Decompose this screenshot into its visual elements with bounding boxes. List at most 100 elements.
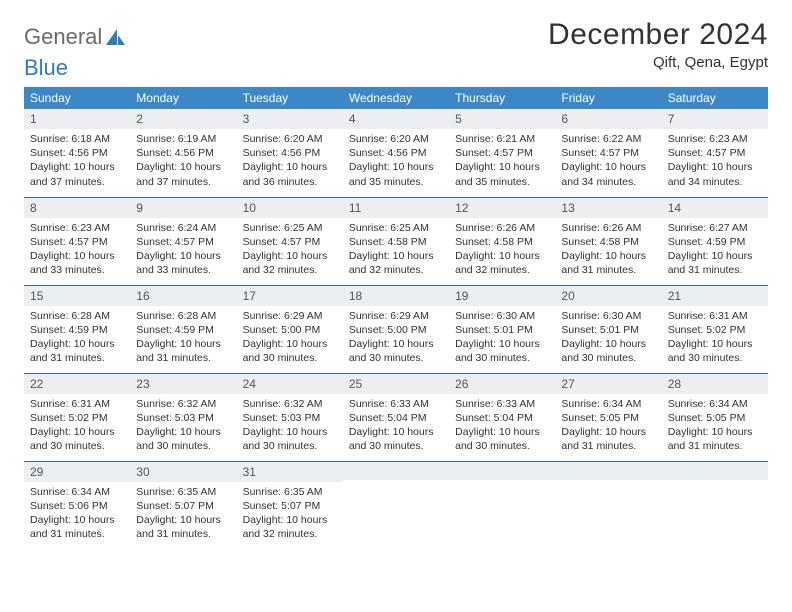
day-number: 22 bbox=[24, 374, 130, 394]
calendar-day-cell: 31Sunrise: 6:35 AMSunset: 5:07 PMDayligh… bbox=[237, 461, 343, 549]
sunset-line: Sunset: 4:59 PM bbox=[136, 324, 214, 336]
day-number: 10 bbox=[237, 198, 343, 218]
calendar-week-row: 15 Sunrise: 6:28 AM Sunset: 4:59 PM Dayligh… bbox=[24, 285, 768, 373]
calendar-table: Sunday Monday Tuesday Wednesday Thursday… bbox=[24, 87, 768, 549]
day-number: 17 bbox=[237, 286, 343, 306]
calendar-day-cell: 5Sunrise: 6:21 AMSunset: 4:57 PMDaylight… bbox=[449, 109, 555, 197]
calendar-day-cell: 30Sunrise: 6:35 AMSunset: 5:07 PMDayligh… bbox=[130, 461, 236, 549]
sunrise-line: Sunrise: 6:21 AM bbox=[455, 133, 535, 145]
day-number: 4 bbox=[343, 109, 449, 129]
day-number: 25 bbox=[343, 374, 449, 394]
sunrise-line: Sunrise: 6:23 AM bbox=[30, 222, 110, 234]
sunrise-line: Sunrise: 6:20 AM bbox=[349, 133, 429, 145]
calendar-day-cell: 23Sunrise: 6:32 AMSunset: 5:03 PMDayligh… bbox=[130, 373, 236, 461]
logo-sail-icon bbox=[105, 28, 127, 46]
weekday-header-row: Sunday Monday Tuesday Wednesday Thursday… bbox=[24, 87, 768, 109]
calendar-day-cell: 25Sunrise: 6:33 AMSunset: 5:04 PMDayligh… bbox=[343, 373, 449, 461]
sunset-line: Sunset: 4:57 PM bbox=[455, 147, 533, 159]
day-body: Sunrise: 6:35 AMSunset: 5:07 PMDaylight:… bbox=[130, 482, 236, 548]
sunrise-line: Sunrise: 6:19 AM bbox=[136, 133, 216, 145]
calendar-day-cell: 11Sunrise: 6:25 AMSunset: 4:58 PMDayligh… bbox=[343, 197, 449, 285]
sunrise-line: Sunrise: 6:29 AM bbox=[243, 310, 323, 322]
sunset-line: Sunset: 5:07 PM bbox=[243, 500, 321, 512]
daylight-line: Daylight: 10 hours and 30 minutes. bbox=[349, 338, 434, 364]
day-body: Sunrise: 6:23 AMSunset: 4:57 PMDaylight:… bbox=[662, 129, 768, 195]
calendar-week-row: 1Sunrise: 6:18 AMSunset: 4:56 PMDaylight… bbox=[24, 109, 768, 197]
calendar-day-cell: 12Sunrise: 6:26 AMSunset: 4:58 PMDayligh… bbox=[449, 197, 555, 285]
daylight-line: Daylight: 10 hours and 30 minutes. bbox=[455, 426, 540, 452]
day-body: Sunrise: 6:24 AMSunset: 4:57 PMDaylight:… bbox=[130, 218, 236, 284]
calendar-day-cell: 21Sunrise: 6:31 AMSunset: 5:02 PMDayligh… bbox=[662, 285, 768, 373]
calendar-day-cell: 2Sunrise: 6:19 AMSunset: 4:56 PMDaylight… bbox=[130, 109, 236, 197]
day-number: 31 bbox=[237, 462, 343, 482]
sunset-line: Sunset: 5:05 PM bbox=[561, 412, 639, 424]
day-number: 27 bbox=[555, 374, 661, 394]
daylight-line: Daylight: 10 hours and 35 minutes. bbox=[349, 161, 434, 187]
day-number: 28 bbox=[662, 374, 768, 394]
day-body: Sunrise: 6:20 AMSunset: 4:56 PMDaylight:… bbox=[237, 129, 343, 195]
day-number: 26 bbox=[449, 374, 555, 394]
sunset-line: Sunset: 5:00 PM bbox=[243, 324, 321, 336]
daylight-line: Daylight: 10 hours and 31 minutes. bbox=[561, 250, 646, 276]
day-body: Sunrise: 6:19 AMSunset: 4:56 PMDaylight:… bbox=[130, 129, 236, 195]
day-body: Sunrise: 6:34 AMSunset: 5:05 PMDaylight:… bbox=[555, 394, 661, 460]
day-body: Sunrise: 6:20 AM Sunset: 4:56 PM Daylight:… bbox=[343, 129, 449, 195]
calendar-day-cell: 26 Sunrise: 6:33 AM Sunset: 5:04 PM Dayligh… bbox=[449, 373, 555, 461]
day-number: 16 bbox=[130, 286, 236, 306]
calendar-day-cell: 17Sunrise: 6:29 AMSunset: 5:00 PMDayligh… bbox=[237, 285, 343, 373]
calendar-day-cell: 18Sunrise: 6:29 AMSunset: 5:00 PMDayligh… bbox=[343, 285, 449, 373]
weekday-header: Wednesday bbox=[343, 87, 449, 109]
day-number: 7 bbox=[662, 109, 768, 129]
sunrise-line: Sunrise: 6:33 AM bbox=[455, 398, 535, 410]
calendar-week-row: 29Sunrise: 6:34 AMSunset: 5:06 PMDayligh… bbox=[24, 461, 768, 549]
sunset-line: Sunset: 5:04 PM bbox=[455, 412, 533, 424]
sunrise-line: Sunrise: 6:32 AM bbox=[136, 398, 216, 410]
day-body: Sunrise: 6:34 AMSunset: 5:06 PMDaylight:… bbox=[24, 482, 130, 548]
sunrise-line: Sunrise: 6:26 AM bbox=[561, 222, 641, 234]
calendar-week-row: 8Sunrise: 6:23 AMSunset: 4:57 PMDaylight… bbox=[24, 197, 768, 285]
daylight-line: Daylight: 10 hours and 30 minutes. bbox=[668, 338, 753, 364]
sunset-line: Sunset: 5:01 PM bbox=[455, 324, 533, 336]
day-body: Sunrise: 6:34 AMSunset: 5:05 PMDaylight:… bbox=[662, 394, 768, 460]
daylight-line: Daylight: 10 hours and 31 minutes. bbox=[136, 514, 221, 540]
daylight-line: Daylight: 10 hours and 32 minutes. bbox=[455, 250, 540, 276]
day-body: Sunrise: 6:26 AMSunset: 4:58 PMDaylight:… bbox=[555, 218, 661, 284]
sunrise-line: Sunrise: 6:31 AM bbox=[30, 398, 110, 410]
calendar-day-cell bbox=[449, 461, 555, 549]
day-body-empty bbox=[449, 480, 555, 530]
sunset-line: Sunset: 4:57 PM bbox=[561, 147, 639, 159]
daylight-line: Daylight: 10 hours and 32 minutes. bbox=[243, 514, 328, 540]
daylight-line: Daylight: 10 hours and 31 minutes. bbox=[30, 338, 115, 364]
calendar-day-cell: 16Sunrise: 6:28 AMSunset: 4:59 PMDayligh… bbox=[130, 285, 236, 373]
sunrise-line: Sunrise: 6:30 AM bbox=[561, 310, 641, 322]
sunset-line: Sunset: 5:02 PM bbox=[30, 412, 108, 424]
day-number: 8 bbox=[24, 198, 130, 218]
day-body: Sunrise: 6:30 AMSunset: 5:01 PMDaylight:… bbox=[449, 306, 555, 372]
day-body: Sunrise: 6:29 AMSunset: 5:00 PMDaylight:… bbox=[343, 306, 449, 372]
sunset-line: Sunset: 4:56 PM bbox=[349, 147, 427, 159]
weekday-header: Monday bbox=[130, 87, 236, 109]
month-title: December 2024 bbox=[548, 18, 768, 52]
sunset-line: Sunset: 5:06 PM bbox=[30, 500, 108, 512]
day-body-empty bbox=[662, 480, 768, 530]
day-body: Sunrise: 6:21 AM Sunset: 4:57 PM Daylight:… bbox=[449, 129, 555, 195]
daylight-line: Daylight: 10 hours and 30 minutes. bbox=[136, 426, 221, 452]
daylight-line: Daylight: 10 hours and 37 minutes. bbox=[136, 161, 221, 187]
sunrise-line: Sunrise: 6:28 AM bbox=[30, 310, 110, 322]
daylight-line: Daylight: 10 hours and 30 minutes. bbox=[349, 426, 434, 452]
daylight-line: Daylight: 10 hours and 35 minutes. bbox=[455, 161, 540, 187]
sunrise-line: Sunrise: 6:25 AM bbox=[243, 222, 323, 234]
calendar-day-cell: 24Sunrise: 6:32 AMSunset: 5:03 PMDayligh… bbox=[237, 373, 343, 461]
daylight-line: Daylight: 10 hours and 33 minutes. bbox=[136, 250, 221, 276]
calendar-day-cell: 20Sunrise: 6:30 AMSunset: 5:01 PMDayligh… bbox=[555, 285, 661, 373]
day-number: 15 bbox=[24, 286, 130, 306]
logo-text-gray: General bbox=[24, 24, 102, 50]
calendar-day-cell: 4 Sunrise: 6:20 AM Sunset: 4:56 PM Daylight… bbox=[343, 109, 449, 197]
sunrise-line: Sunrise: 6:34 AM bbox=[561, 398, 641, 410]
sunrise-line: Sunrise: 6:27 AM bbox=[668, 222, 748, 234]
day-body: Sunrise: 6:31 AMSunset: 5:02 PMDaylight:… bbox=[662, 306, 768, 372]
day-body: Sunrise: 6:27 AMSunset: 4:59 PMDaylight:… bbox=[662, 218, 768, 284]
day-body: Sunrise: 6:30 AMSunset: 5:01 PMDaylight:… bbox=[555, 306, 661, 372]
daylight-line: Daylight: 10 hours and 37 minutes. bbox=[30, 161, 115, 187]
calendar-day-cell: 27Sunrise: 6:34 AMSunset: 5:05 PMDayligh… bbox=[555, 373, 661, 461]
